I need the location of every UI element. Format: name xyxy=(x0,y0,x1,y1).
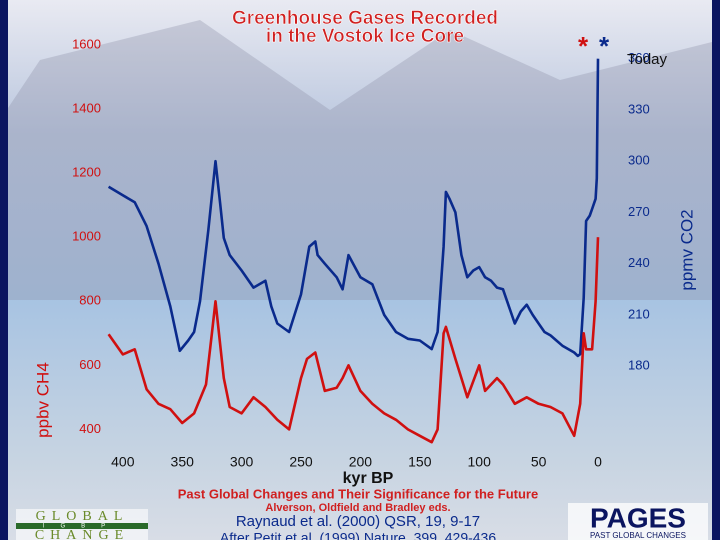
y2-tick-label: 210 xyxy=(628,306,650,321)
x-tick-label: 400 xyxy=(111,454,135,470)
logo-text: GLOBAL xyxy=(36,509,129,524)
series-line xyxy=(107,237,600,444)
footer-text: Raynaud et al. (2000) QSR, 19, 9-17 xyxy=(236,513,480,530)
frame-right xyxy=(712,0,720,540)
logo-text: IGBP xyxy=(43,524,121,530)
series-line xyxy=(107,58,600,358)
logo-box xyxy=(568,503,708,540)
x-tick-label: 100 xyxy=(468,454,492,470)
y-tick-label: 1000 xyxy=(72,229,101,244)
y2-tick-label: 330 xyxy=(628,101,650,116)
y-tick-label: 800 xyxy=(79,293,101,308)
y-tick-label: 600 xyxy=(79,357,101,372)
footer-text: Alverson, Oldfield and Bradley eds. xyxy=(265,502,450,514)
y2-tick-label: 300 xyxy=(628,153,650,168)
y-tick-label: 1600 xyxy=(72,36,101,51)
logo-text: PAST GLOBAL CHANGES xyxy=(590,531,686,540)
x-tick-label: 250 xyxy=(289,454,313,470)
x-tick-label: 200 xyxy=(349,454,373,470)
logo-text: PAGES xyxy=(590,502,686,533)
y-tick-label: 400 xyxy=(79,421,101,436)
x-tick-label: 300 xyxy=(230,454,254,470)
x-tick-label: 50 xyxy=(531,454,547,470)
annotation: * xyxy=(578,31,589,61)
logo-text: CHANGE xyxy=(35,528,129,540)
y-tick-label: 1200 xyxy=(72,165,101,180)
y-tick-label: 1400 xyxy=(72,101,101,116)
y2-tick-label: 270 xyxy=(628,204,650,219)
chart-title: in the Vostok Ice Core xyxy=(266,26,464,47)
x-tick-label: 150 xyxy=(408,454,432,470)
x-tick-label: 0 xyxy=(594,454,602,470)
chart-title: Greenhouse Gases Recorded xyxy=(232,8,498,29)
annotation: * xyxy=(599,31,610,61)
frame-left xyxy=(0,0,8,540)
y-axis-label: ppbv CH4 xyxy=(33,362,52,438)
footer-text: After Petit et al. (1999) Nature, 399, 4… xyxy=(220,530,496,540)
x-tick-label: 350 xyxy=(171,454,195,470)
footer-text: Past Global Changes and Their Significan… xyxy=(178,486,538,501)
mountain xyxy=(0,20,720,300)
y2-tick-label: 240 xyxy=(628,255,650,270)
annotation: Today xyxy=(627,51,668,68)
x-axis-label: kyr BP xyxy=(343,470,394,487)
logo-band xyxy=(16,523,148,529)
y2-tick-label: 360 xyxy=(628,50,650,65)
y2-tick-label: 180 xyxy=(628,358,650,373)
y2-axis-label: ppmv CO2 xyxy=(677,209,696,290)
